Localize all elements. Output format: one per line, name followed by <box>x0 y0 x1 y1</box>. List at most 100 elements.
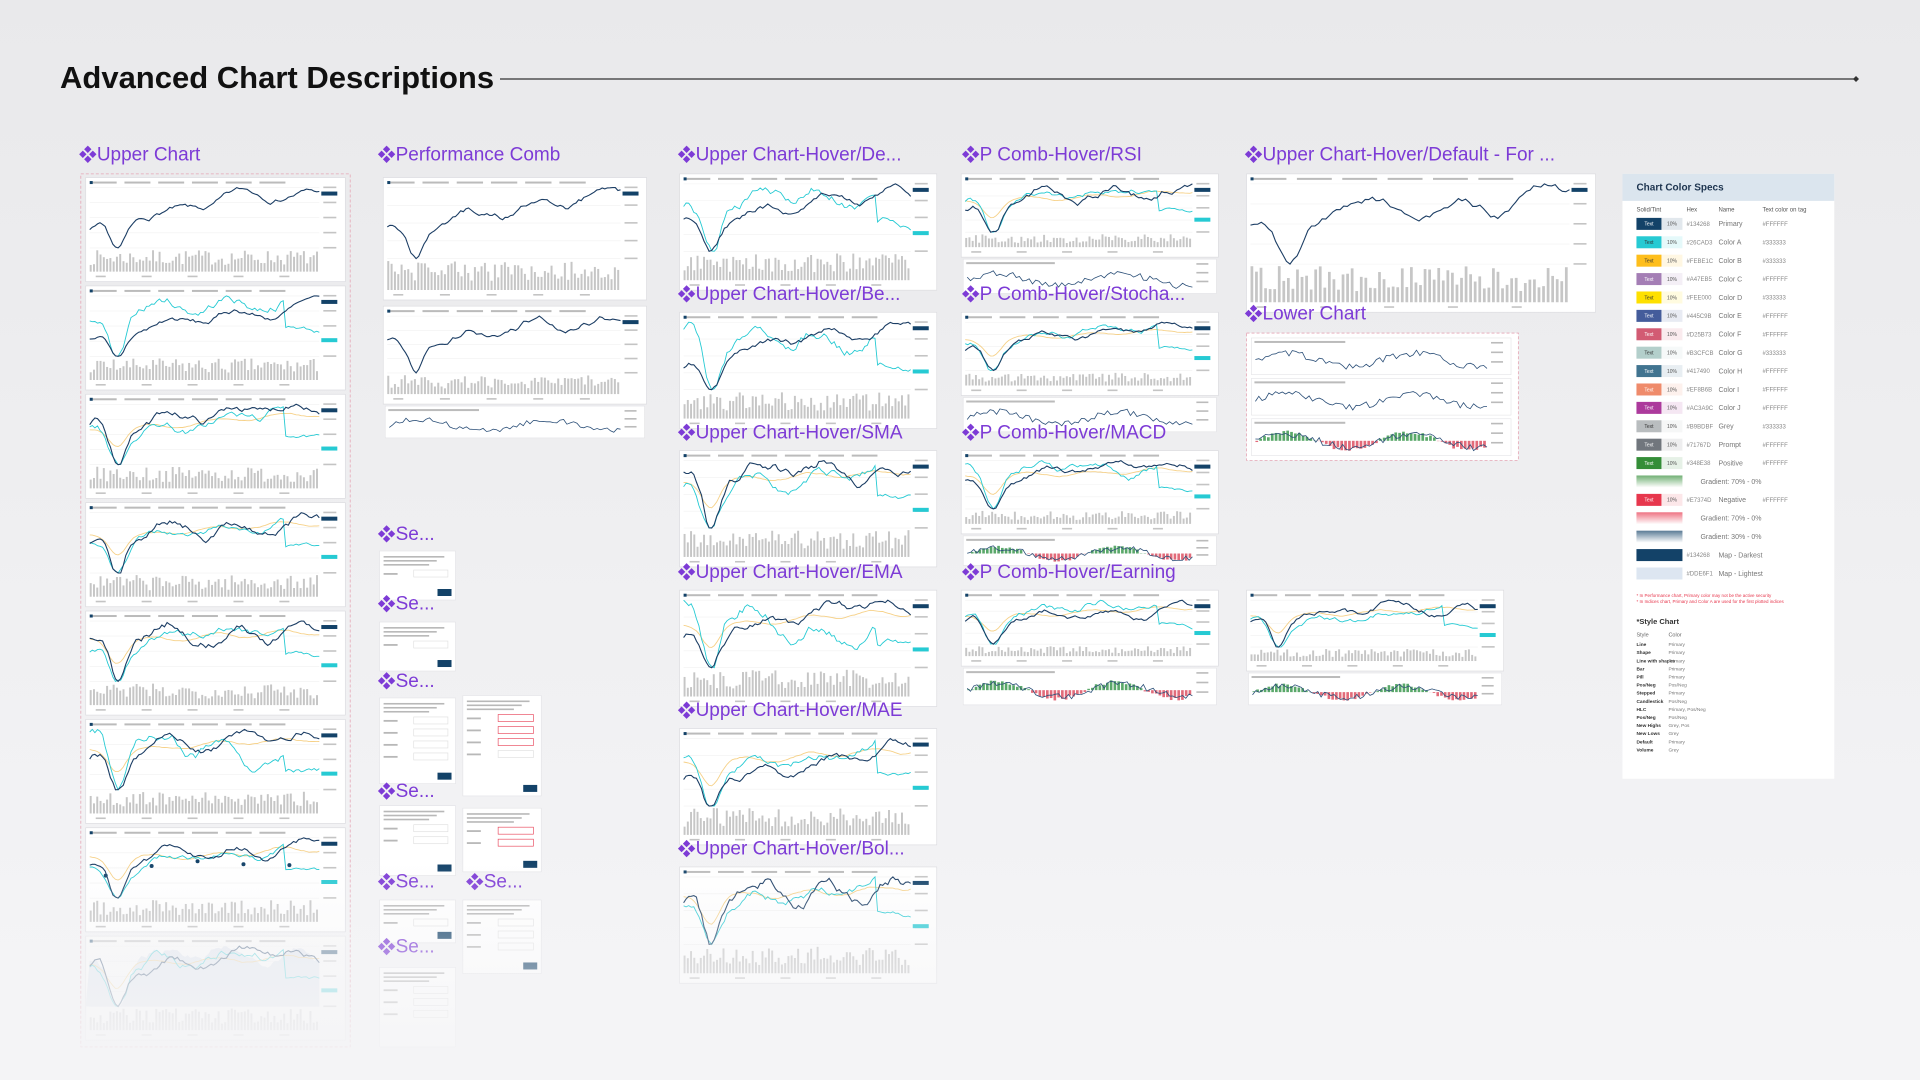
hex-text: #26CAD3 <box>1686 240 1713 246</box>
volume-bar <box>181 363 184 380</box>
text-line <box>158 289 185 292</box>
volume-bar <box>102 803 105 814</box>
apply-button[interactable] <box>523 784 538 792</box>
x-label <box>486 398 497 400</box>
volume-bar <box>306 481 309 489</box>
macd-bar <box>1139 688 1143 691</box>
volume-bar <box>480 266 483 290</box>
price-tag <box>912 785 929 790</box>
volume-bar <box>148 802 151 814</box>
volume-bar <box>725 545 728 557</box>
spec-note: * In Indices chart, Primary and Color A … <box>1636 599 1784 604</box>
volume-bar <box>89 795 92 814</box>
volume-bar <box>397 386 400 395</box>
apply-button[interactable] <box>437 772 452 780</box>
volume-bar <box>855 269 858 281</box>
tint-swatch <box>1661 365 1683 378</box>
frame-label: Upper Chart-Hover/MAE <box>696 700 903 721</box>
apply-button[interactable] <box>437 589 452 596</box>
style-cell: Pos/Neg <box>1636 715 1655 721</box>
volume-bar <box>897 401 900 419</box>
volume-bar <box>293 481 296 489</box>
text-line <box>1133 594 1160 597</box>
volume-bar <box>1140 650 1143 657</box>
macd-bar <box>1181 690 1184 700</box>
chart-card <box>85 177 346 282</box>
volume-bar <box>1000 650 1003 657</box>
volume-bar <box>904 405 907 419</box>
volume-bar <box>240 360 243 380</box>
volume-bar <box>716 261 718 281</box>
macd-bar <box>1357 692 1361 698</box>
volume-bar <box>299 805 302 814</box>
volume-bar <box>978 242 981 248</box>
color-swatch <box>1636 346 1662 359</box>
axis-label <box>914 182 928 185</box>
volume-bar <box>613 267 616 290</box>
ticker-dot <box>89 722 93 726</box>
volume-bar <box>690 531 693 557</box>
volume-bar <box>1185 237 1188 248</box>
volume-bar <box>102 585 105 597</box>
axis-label <box>1196 621 1210 623</box>
volume-bar <box>194 691 197 706</box>
x-label <box>279 709 290 711</box>
volume-bar <box>1017 650 1020 657</box>
macd-bar <box>1109 680 1113 691</box>
x-label <box>486 294 497 296</box>
volume-bar <box>754 671 757 697</box>
text-line <box>90 831 117 834</box>
volume-bar <box>273 800 276 814</box>
volume-bar <box>1146 646 1149 657</box>
x-label <box>95 275 106 278</box>
volume-bar <box>742 538 744 557</box>
volume-bar <box>732 401 735 419</box>
chart-line <box>964 599 1193 645</box>
volume-bar <box>250 468 253 489</box>
macd-bar <box>1346 692 1349 701</box>
icon-diamond <box>682 849 691 858</box>
volume-bar <box>764 821 767 835</box>
volume-bar <box>735 815 738 835</box>
volume-bar <box>748 534 751 557</box>
volume-bar <box>597 383 600 395</box>
ticker-dot <box>89 506 93 510</box>
text-line <box>966 454 992 457</box>
chart-line <box>1250 183 1570 265</box>
volume-bar <box>227 263 230 272</box>
volume-bar <box>299 366 302 380</box>
volume-bar <box>286 793 289 814</box>
volume-bar <box>780 269 783 281</box>
volume-bar <box>974 235 977 248</box>
volume-bar <box>214 362 217 380</box>
apply-button[interactable] <box>437 660 452 668</box>
volume-bar <box>738 536 741 557</box>
volume-bar <box>1455 284 1459 303</box>
volume-bar <box>729 540 731 557</box>
price-tag <box>1194 464 1211 469</box>
volume-bar <box>784 403 787 419</box>
volume-bar <box>1337 289 1340 303</box>
macd-bar <box>1046 690 1049 699</box>
macd-bar <box>1038 690 1042 697</box>
volume-bar <box>1166 241 1169 248</box>
axis-label <box>914 354 928 357</box>
volume-bar <box>302 477 305 489</box>
volume-bar <box>823 537 826 557</box>
tint-text: 10% <box>1667 498 1678 504</box>
axis-label <box>323 231 337 234</box>
volume-bar <box>194 798 197 814</box>
chart-line <box>966 408 1193 427</box>
text-color: #333333 <box>1762 259 1786 265</box>
volume-bar <box>593 266 596 290</box>
volume-bar <box>1250 266 1254 303</box>
tint-text: 10% <box>1667 351 1678 357</box>
x-label <box>1384 306 1395 308</box>
axis-label <box>1481 646 1495 648</box>
volume-bar <box>217 478 220 489</box>
macd-bar <box>1398 684 1402 693</box>
macd-bar <box>1154 553 1158 557</box>
ticker-dot <box>683 315 687 319</box>
volume-bar <box>1114 235 1117 248</box>
text-line <box>225 615 252 618</box>
